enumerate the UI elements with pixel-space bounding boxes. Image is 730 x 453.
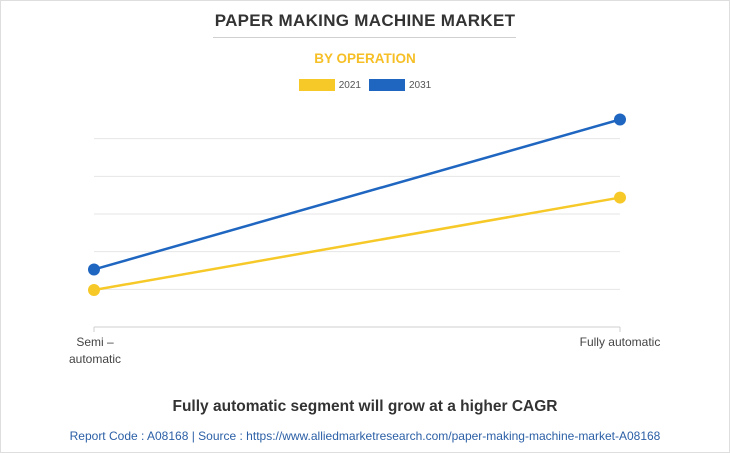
axes — [93, 326, 621, 332]
legend-item-2031[interactable]: 2031 — [369, 79, 431, 91]
series-lines — [93, 118, 621, 292]
title-divider — [213, 37, 516, 38]
chart-subtitle: BY OPERATION — [314, 51, 416, 66]
legend-item-2021[interactable]: 2021 — [298, 79, 361, 91]
chart-caption: Fully automatic segment will grow at a h… — [172, 398, 558, 415]
series-points — [88, 113, 626, 297]
legend-swatch-2021 — [298, 79, 335, 91]
data-point-2021 — [88, 284, 100, 297]
legend-label-2021: 2021 — [338, 79, 361, 91]
legend-swatch-2031 — [369, 79, 405, 91]
legend-label-2031: 2031 — [409, 79, 432, 91]
x-tick-label: Semi – automatic — [68, 335, 122, 366]
series-line-2021 — [93, 196, 621, 292]
source-footer: Report Code : A08168 | Source : https://… — [69, 429, 661, 443]
legend: 2021 2031 — [0, 79, 730, 91]
chart-title: PAPER MAKING MACHINE MARKET — [214, 11, 516, 30]
grid-lines — [94, 138, 620, 290]
x-tick-label: Fully automatic — [579, 335, 661, 349]
data-point-2031 — [614, 113, 626, 126]
data-point-2021 — [614, 191, 626, 204]
series-line-2031 — [93, 118, 621, 271]
data-point-2031 — [88, 263, 100, 276]
